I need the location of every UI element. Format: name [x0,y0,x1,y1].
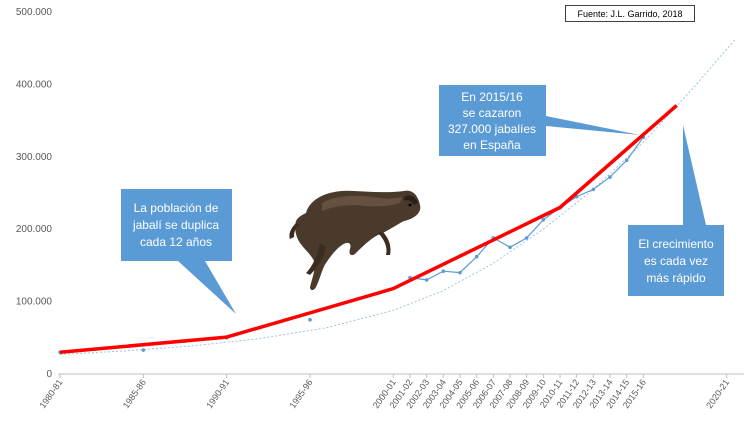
x-tick-label: 1980-81 [38,377,65,410]
callout-population-line-3: cada 12 años [140,235,212,249]
observed-point [458,270,462,275]
callout-growth-line-3: más rápido [646,271,706,285]
observed-point [474,254,479,259]
exponential-fit-line [59,39,736,355]
observed-point [424,278,429,282]
callout-growth-line-1: El crecimiento [638,237,714,251]
y-axis-ticks: 0 100.000 200.000 300.000 400.000 500.000 [16,7,53,380]
observed-point [524,236,529,240]
observed-series-line [409,136,644,281]
callout-hunt: En 2015/16 se cazaron 327.000 jabalíes e… [439,85,640,156]
observed-point [508,245,512,250]
x-tick-label: 1985-86 [121,377,148,410]
observed-point [141,348,146,352]
callout-population-line-2: jabalí se duplica [132,218,219,232]
callout-growth: El crecimiento es cada vez más rápido [628,125,724,296]
observed-point [608,175,612,179]
callout-population: La población de jabalí se duplica cada 1… [121,189,236,314]
y-tick-label: 300.000 [16,152,53,163]
callout-growth-line-2: es cada vez [644,254,708,268]
callout-hunt-line-1: En 2015/16 [461,90,523,104]
y-tick-label: 100.000 [16,297,53,308]
wild-boar-image [289,190,421,290]
y-tick-label: 200.000 [16,224,53,235]
observed-point [591,187,596,192]
x-tick-label: 2020-21 [704,377,731,410]
observed-point [541,217,546,222]
source-label: Fuente: J.L. Garrido, 2018 [565,5,695,22]
callout-population-line-1: La población de [134,201,219,215]
x-axis-ticks: 1980-81 1985-86 1990-91 1995-96 2000-012001-… [38,374,731,410]
observed-point [308,317,312,322]
x-tick-label: 1995-96 [288,377,315,410]
observed-point [441,269,446,273]
callout-hunt-line-3: 327.000 jabalíes [448,122,536,136]
observed-point [624,158,629,163]
callout-hunt-line-4: en España [463,138,521,152]
y-tick-label: 400.000 [16,79,53,90]
y-tick-label: 500.000 [16,7,53,18]
callout-hunt-line-2: se cazaron [463,106,522,120]
doubling-trend-line [59,104,678,355]
x-tick-label: 1990-91 [204,377,231,410]
y-tick-label: 0 [46,369,52,380]
